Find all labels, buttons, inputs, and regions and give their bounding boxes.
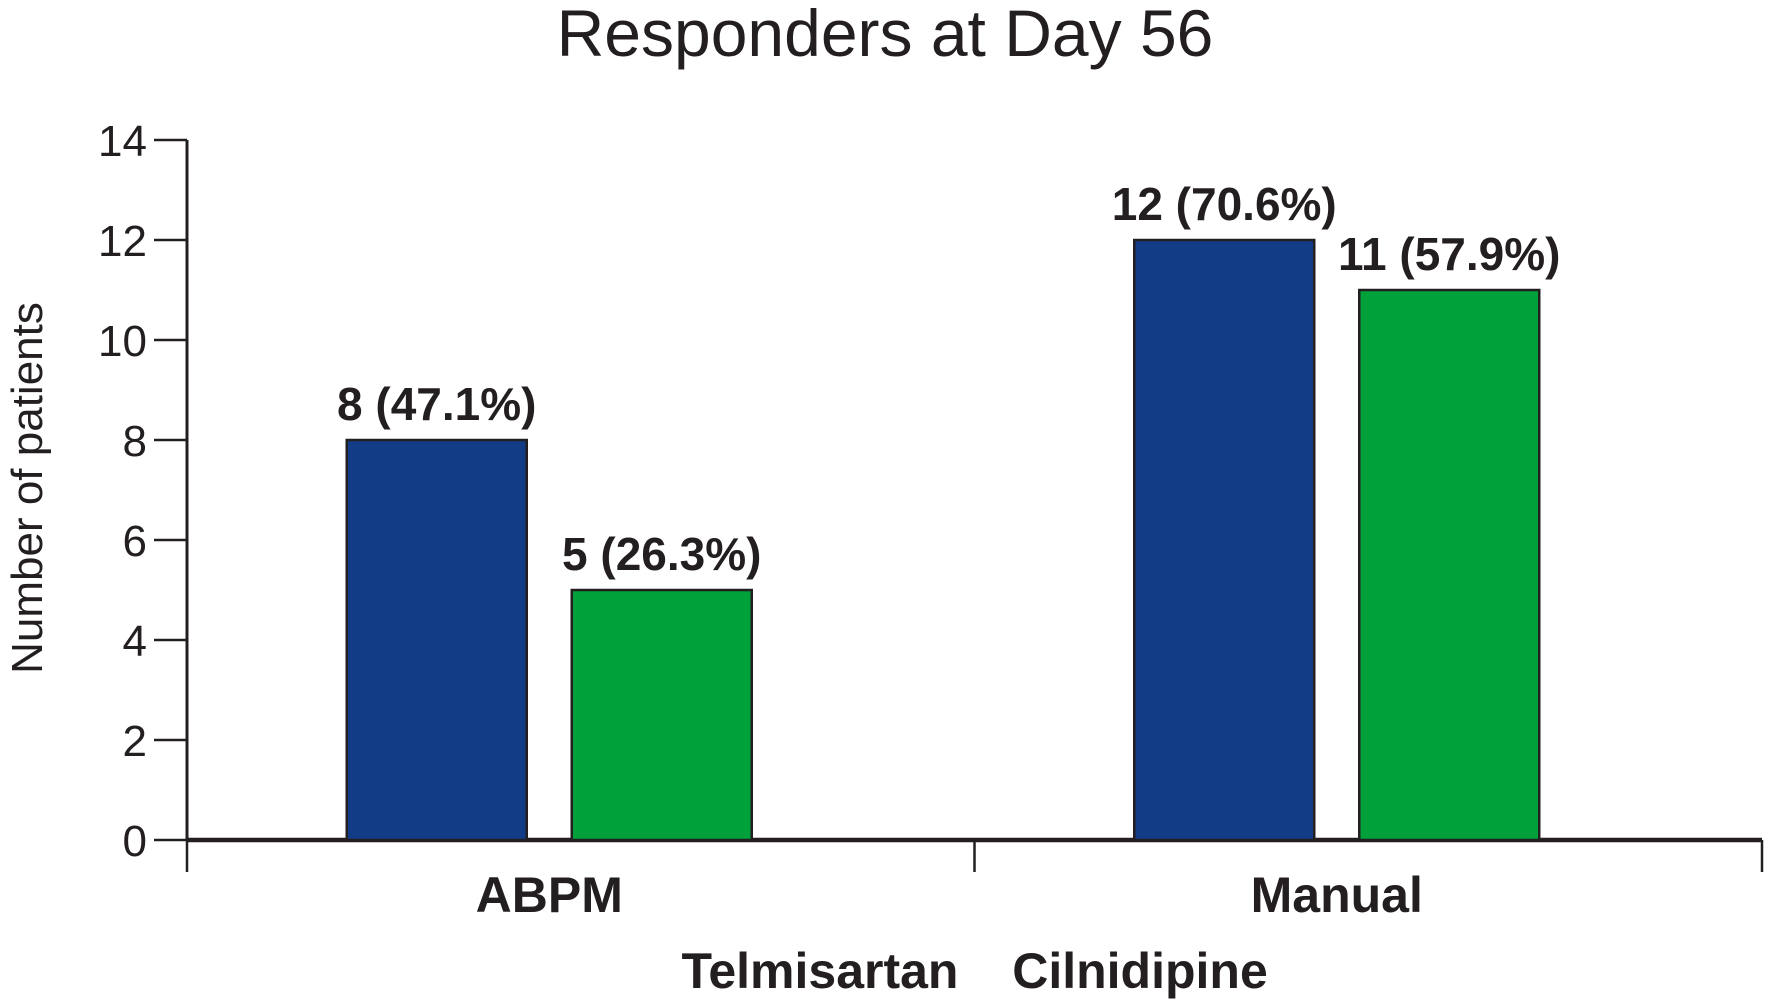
data-label: 11 (57.9%) <box>1338 228 1560 280</box>
bar-cilnidipine-manual <box>1358 288 1541 842</box>
y-tick-label: 2 <box>123 717 147 766</box>
y-tick-label: 10 <box>98 317 147 366</box>
bar-cilnidipine-abpm <box>570 588 753 842</box>
data-label: 12 (70.6%) <box>1112 178 1337 230</box>
data-label: 5 (26.3%) <box>562 528 761 580</box>
axes: 0 2 4 6 8 10 12 14 ABPM Manual <box>98 117 1764 923</box>
y-tick-label: 12 <box>98 217 147 266</box>
y-tick-label: 6 <box>123 517 147 566</box>
y-tick-label: 8 <box>123 417 147 466</box>
bar-telmisartan-manual <box>1133 238 1316 842</box>
x-category-label: Manual <box>1251 867 1423 923</box>
y-tick-label: 4 <box>123 617 147 666</box>
y-tick-label: 0 <box>123 817 147 866</box>
data-label: 8 (47.1%) <box>337 378 536 430</box>
legend-item-cilnidipine: Cilnidipine <box>1012 943 1268 999</box>
bars: 8 (47.1%) 5 (26.3%) 12 (70.6%)11 (57.9%) <box>337 178 1560 842</box>
legend: Telmisartan Cilnidipine <box>682 943 1268 999</box>
y-axis-label: Number of patients <box>3 302 52 674</box>
legend-item-telmisartan: Telmisartan <box>682 943 959 999</box>
chart-title: Responders at Day 56 <box>557 0 1214 70</box>
x-category-label: ABPM <box>476 867 623 923</box>
bar-telmisartan-abpm <box>345 438 528 842</box>
y-tick-label: 14 <box>98 117 147 166</box>
